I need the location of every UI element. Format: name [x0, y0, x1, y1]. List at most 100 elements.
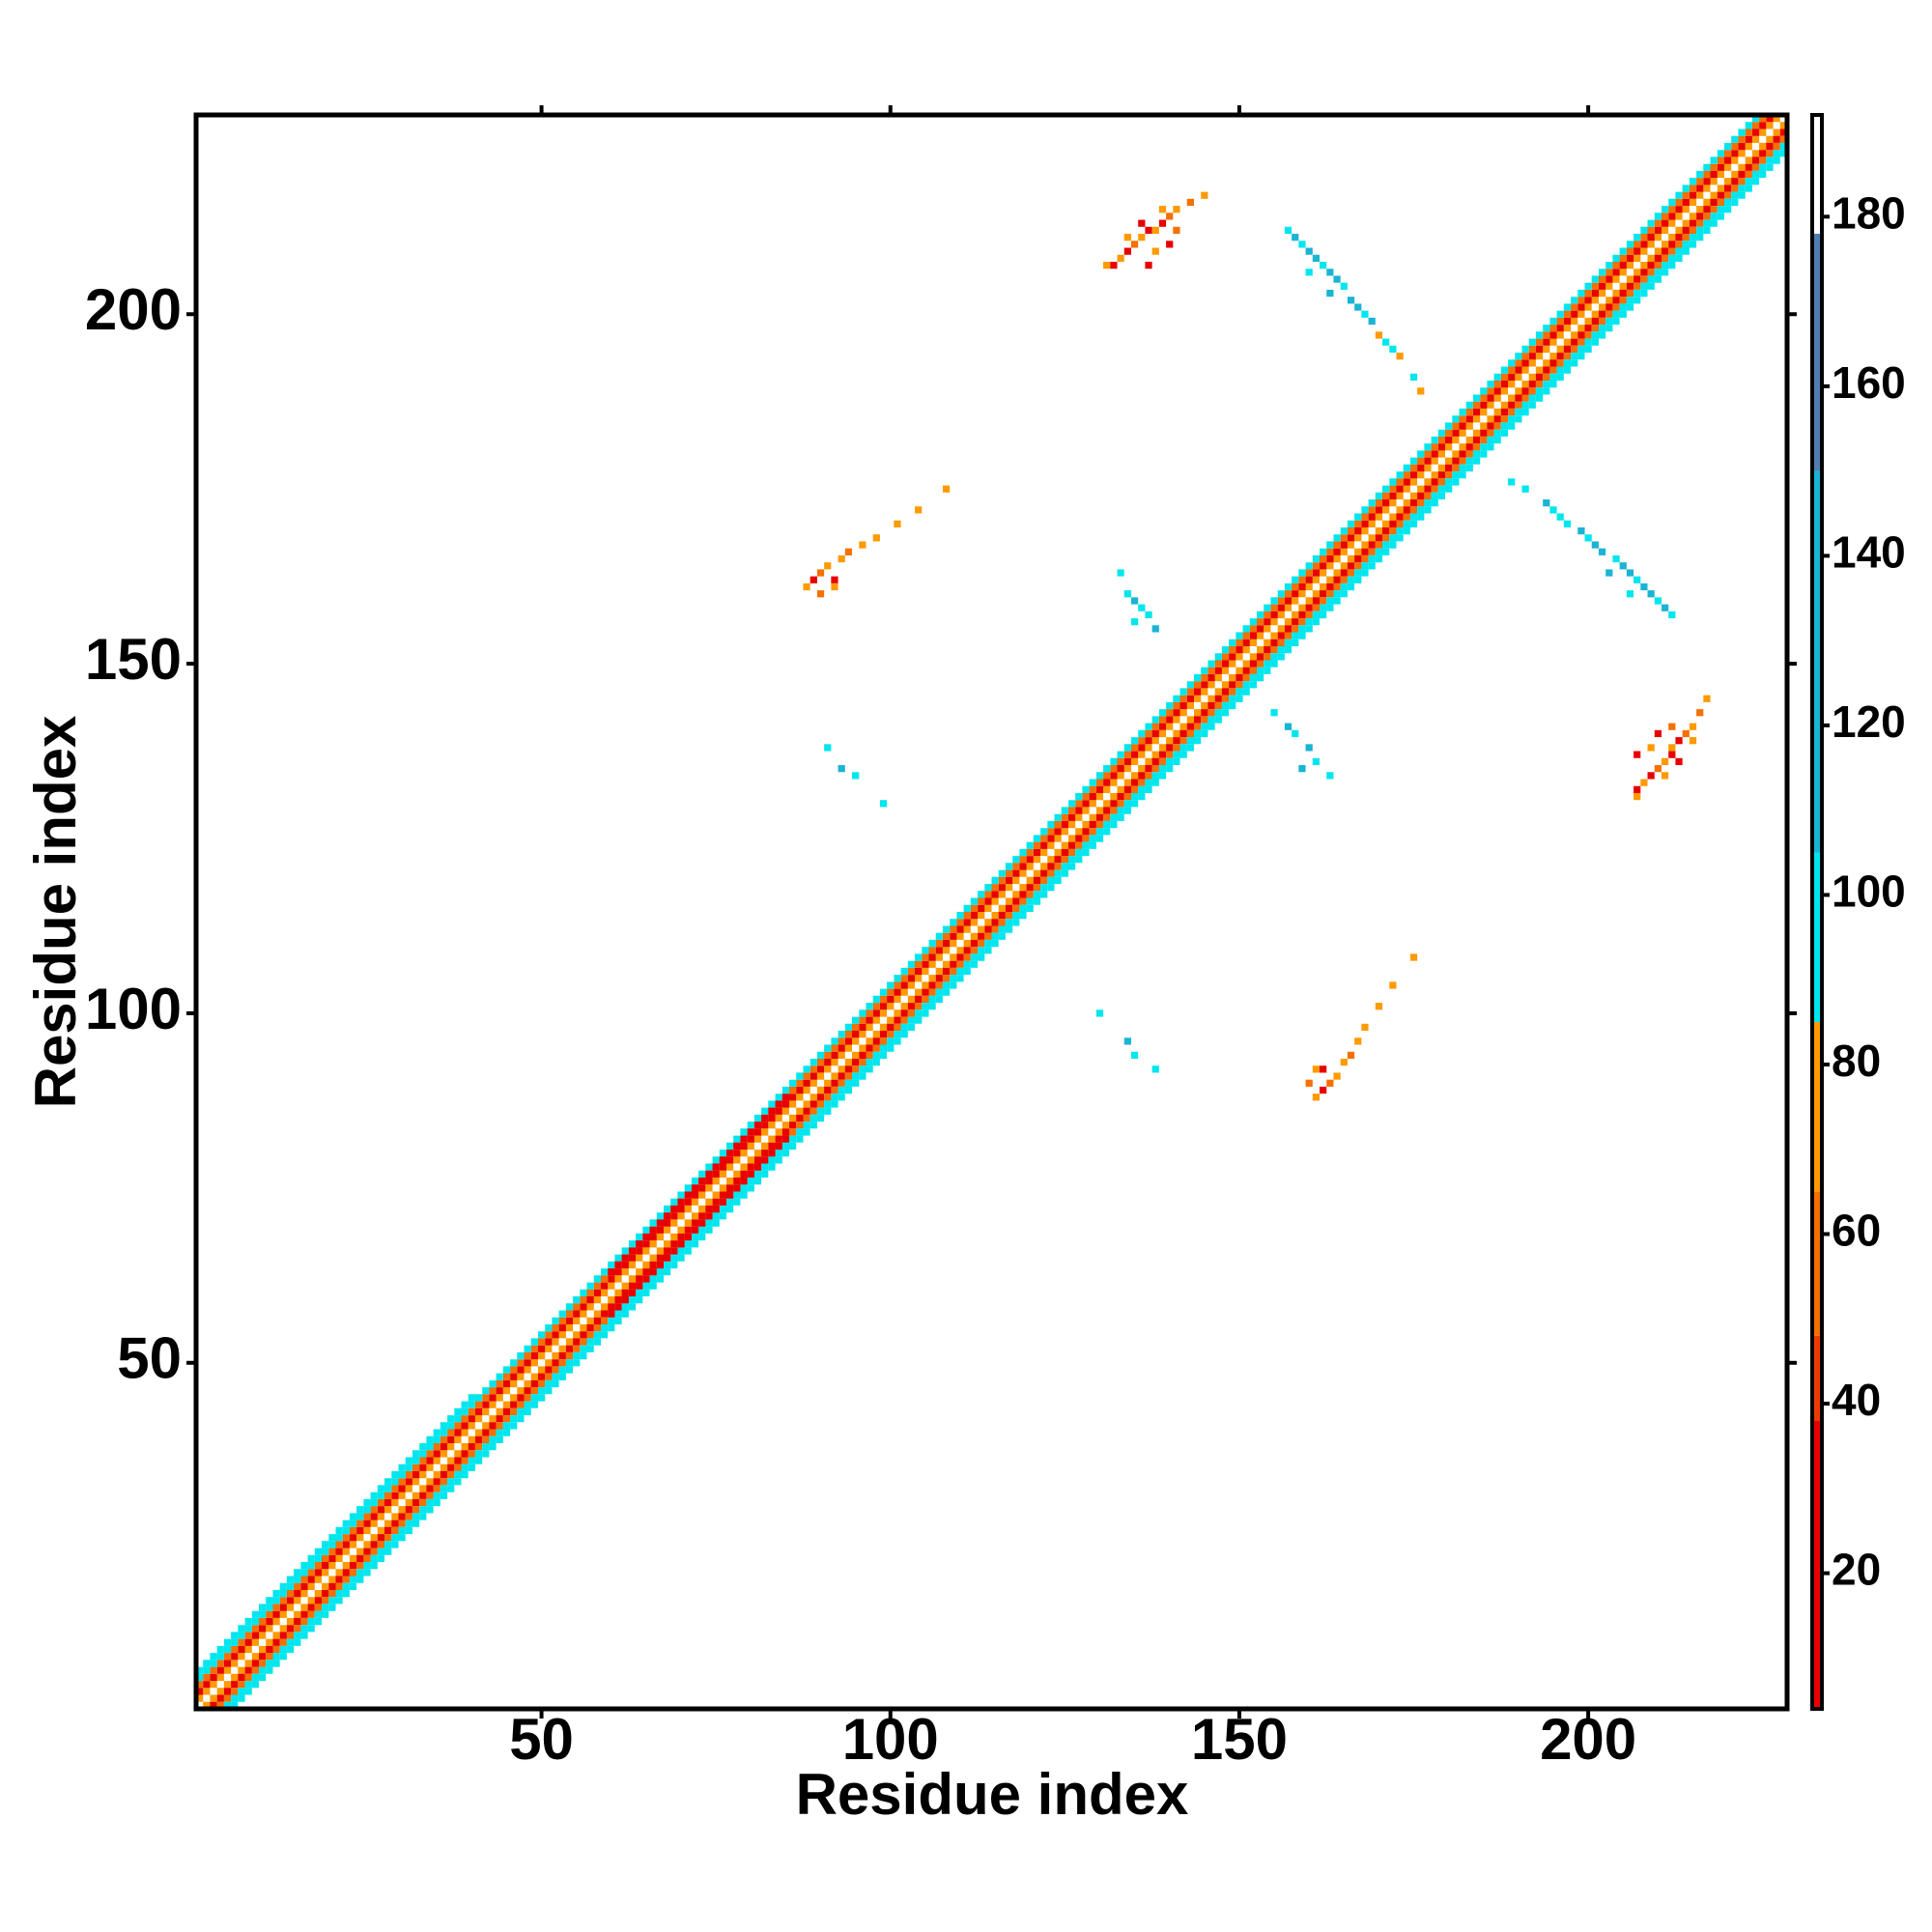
diagonal-band [223, 142, 1787, 1709]
heatmap [196, 115, 1788, 1710]
heatmap-cell [1689, 737, 1697, 745]
heatmap-cell [1508, 478, 1516, 486]
heatmap-cell [1354, 303, 1362, 311]
heatmap-cell [1647, 590, 1655, 598]
heatmap-cell [1634, 792, 1641, 801]
heatmap-cell [872, 534, 880, 542]
heatmap-cell [1654, 729, 1662, 738]
heatmap-cell [1158, 219, 1167, 227]
heatmap-cell [1326, 1079, 1334, 1087]
heatmap-cell [1117, 569, 1124, 577]
diagonal-band [196, 115, 1767, 1689]
heatmap-cell [1145, 261, 1152, 270]
heatmap-cell [1409, 953, 1418, 961]
heatmap-cell [803, 582, 810, 591]
heatmap-cell [1201, 191, 1208, 199]
heatmap-cell [1543, 499, 1550, 507]
heatmap-cell [1312, 1094, 1321, 1101]
heatmap-cell [1375, 331, 1383, 339]
heatmap-cell [859, 541, 867, 549]
heatmap-cell [1668, 751, 1676, 758]
heatmap-cell [1675, 757, 1683, 766]
y-tick-label: 150 [85, 627, 182, 692]
colorbar-tick-label: 140 [1832, 527, 1906, 578]
heatmap-cell [1145, 226, 1152, 235]
heatmap-cell [1347, 297, 1355, 304]
diagonal-band [216, 135, 1788, 1710]
heatmap-cell [1130, 241, 1139, 248]
heatmap-cell [1158, 206, 1167, 213]
heatmap-cell [1361, 1023, 1369, 1032]
heatmap-cell [1634, 751, 1641, 758]
heatmap-cell [1368, 317, 1376, 326]
x-tick-label: 200 [1540, 1707, 1636, 1772]
heatmap-cell [1382, 338, 1390, 346]
heatmap-cell [1654, 597, 1662, 605]
colorbar-segment [1812, 1335, 1822, 1421]
heatmap-cell [831, 576, 838, 583]
heatmap-cell [1173, 226, 1180, 235]
heatmap-cell [1549, 506, 1557, 514]
heatmap-cell [1577, 526, 1585, 535]
heatmap-cell [1284, 226, 1293, 235]
heatmap-cell [1292, 729, 1299, 738]
heatmap-cell [1305, 247, 1313, 255]
heatmap-cell [1123, 590, 1131, 598]
heatmap-cell [1668, 744, 1676, 752]
colorbar-segment [1812, 1191, 1822, 1336]
heatmap-cell [1095, 1009, 1104, 1017]
colorbar-tick-label: 120 [1832, 696, 1906, 747]
heatmap-cell [1409, 373, 1418, 381]
heatmap-cell [816, 590, 825, 598]
heatmap-cell [1668, 611, 1676, 619]
heatmap-cell [1173, 206, 1180, 213]
heatmap-cell [1675, 737, 1683, 745]
diagonal-band [203, 122, 1788, 1710]
heatmap-cell [1626, 569, 1634, 577]
y-axis-label: Residue index [23, 716, 88, 1109]
heatmap-cell [1389, 981, 1397, 989]
heatmap-cell [1130, 618, 1139, 626]
heatmap-cell [1361, 310, 1369, 318]
heatmap-cell [1312, 757, 1321, 766]
heatmap-cell [1647, 772, 1655, 780]
heatmap-cell [1292, 234, 1299, 242]
heatmap-cell [1138, 604, 1146, 611]
heatmap-cell [1634, 785, 1641, 793]
heatmap-cell [1151, 247, 1159, 255]
heatmap-cell [1186, 198, 1194, 207]
heatmap-cell [1284, 723, 1293, 730]
heatmap-cell [1166, 213, 1174, 220]
heatmap-cell [1130, 1051, 1139, 1059]
heatmap-cell [1661, 604, 1669, 611]
diagonal-band [608, 1094, 789, 1276]
heatmap-cell [1591, 541, 1599, 549]
heatmap-cell [1340, 282, 1348, 290]
heatmap-cell [1320, 1086, 1327, 1094]
heatmap-cell [1654, 765, 1662, 773]
heatmap-cell [838, 765, 845, 773]
heatmap-cell [1682, 729, 1690, 738]
heatmap-cell [1298, 765, 1306, 773]
diagonal-band [196, 1394, 475, 1674]
heatmap-cell [1354, 1037, 1362, 1045]
plot-frame [193, 112, 1790, 1712]
heatmap-cell [831, 582, 838, 591]
heatmap-cell [915, 506, 923, 514]
heatmap-cell [1305, 1079, 1313, 1087]
heatmap-cell [1130, 597, 1139, 605]
heatmap-cell [1138, 234, 1146, 242]
colorbar-segment [1812, 233, 1822, 471]
y-tick-label: 200 [85, 277, 182, 342]
heatmap-cell [1605, 569, 1613, 577]
x-tick-label: 150 [1191, 1707, 1288, 1772]
colorbar-tick-label: 80 [1832, 1036, 1881, 1086]
colorbar-tick-label: 40 [1832, 1375, 1881, 1425]
colorbar-tick-label: 180 [1832, 187, 1906, 238]
heatmap-cell [824, 744, 832, 752]
heatmap-cell [1619, 562, 1627, 570]
diagonal-band [231, 150, 1788, 1710]
heatmap-cell [1417, 387, 1425, 395]
colorbar-segment [1812, 470, 1822, 853]
heatmap-cell [1668, 723, 1676, 730]
